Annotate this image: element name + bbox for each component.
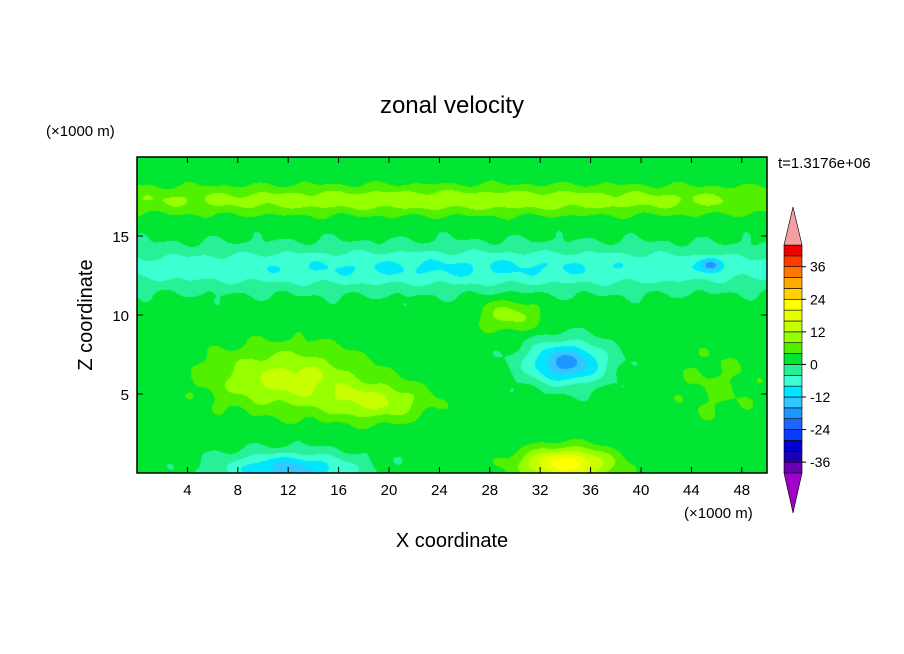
colorbar-tick-label: 0 (810, 356, 818, 372)
colorbar-tick-label: -36 (810, 454, 830, 470)
colorbar-box (783, 429, 803, 441)
x-tick-label: 8 (234, 482, 242, 499)
colorbar-box (783, 418, 803, 430)
colorbar-box (783, 244, 803, 257)
colorbar-box (783, 342, 803, 354)
x-tick-label: 36 (582, 482, 599, 499)
x-tick-label: 28 (481, 482, 498, 499)
x-tick-label: 16 (330, 482, 347, 499)
colorbar-tick-label: -12 (810, 389, 830, 405)
y-tick-label: 15 (112, 229, 129, 246)
y-axis-ticks: 5 10 15 (112, 229, 767, 404)
x-tick-label: 4 (183, 482, 191, 499)
colorbar-tick-label: -24 (810, 422, 830, 438)
colorbar-box (783, 461, 803, 474)
colorbar-box (783, 407, 803, 420)
colorbar-extend-max (783, 206, 803, 246)
velocity-field (137, 157, 767, 473)
plot-area (136, 156, 768, 474)
colorbar-extend-min (783, 472, 803, 514)
colorbar-box (783, 255, 803, 268)
colorbar-box (783, 353, 803, 365)
colorbar-box (783, 331, 803, 344)
y-unit-label: (×1000 m) (46, 123, 115, 140)
colorbar-box (783, 374, 803, 387)
colorbar-tick-label: 36 (810, 259, 826, 275)
x-tick-label: 32 (532, 482, 549, 499)
colorbar-box (783, 450, 803, 463)
colorbar-box (783, 385, 803, 398)
colorbar: 36 24 12 0 -12 -24 -36 (783, 206, 830, 514)
colorbar-box (783, 288, 803, 300)
colorbar-box (783, 277, 803, 289)
x-tick-label: 24 (431, 482, 448, 499)
colorbar-box (783, 320, 803, 333)
x-tick-label: 48 (733, 482, 750, 499)
colorbar-box (783, 364, 803, 376)
y-tick-label: 10 (112, 308, 129, 325)
colorbar-box (783, 309, 803, 322)
chart-title: zonal velocity (380, 92, 524, 119)
colorbar-tick-label: 24 (810, 291, 826, 307)
x-tick-label: 44 (683, 482, 700, 499)
x-tick-label: 12 (280, 482, 297, 499)
y-axis-label: Z coordinate (75, 259, 97, 370)
x-axis-ticks: 4 8 12 16 20 24 28 32 36 40 44 48 (183, 157, 750, 499)
colorbar-box (783, 298, 803, 311)
x-unit-label: (×1000 m) (684, 505, 753, 522)
x-axis-label: X coordinate (396, 530, 508, 552)
colorbar-tick-label: 12 (810, 324, 826, 340)
y-tick-label: 5 (121, 387, 129, 404)
time-label: t=1.3176e+06 (778, 155, 871, 172)
colorbar-box (783, 396, 803, 409)
colorbar-box (783, 440, 803, 452)
x-tick-label: 20 (381, 482, 398, 499)
colorbar-box (783, 266, 803, 278)
x-tick-label: 40 (633, 482, 650, 499)
